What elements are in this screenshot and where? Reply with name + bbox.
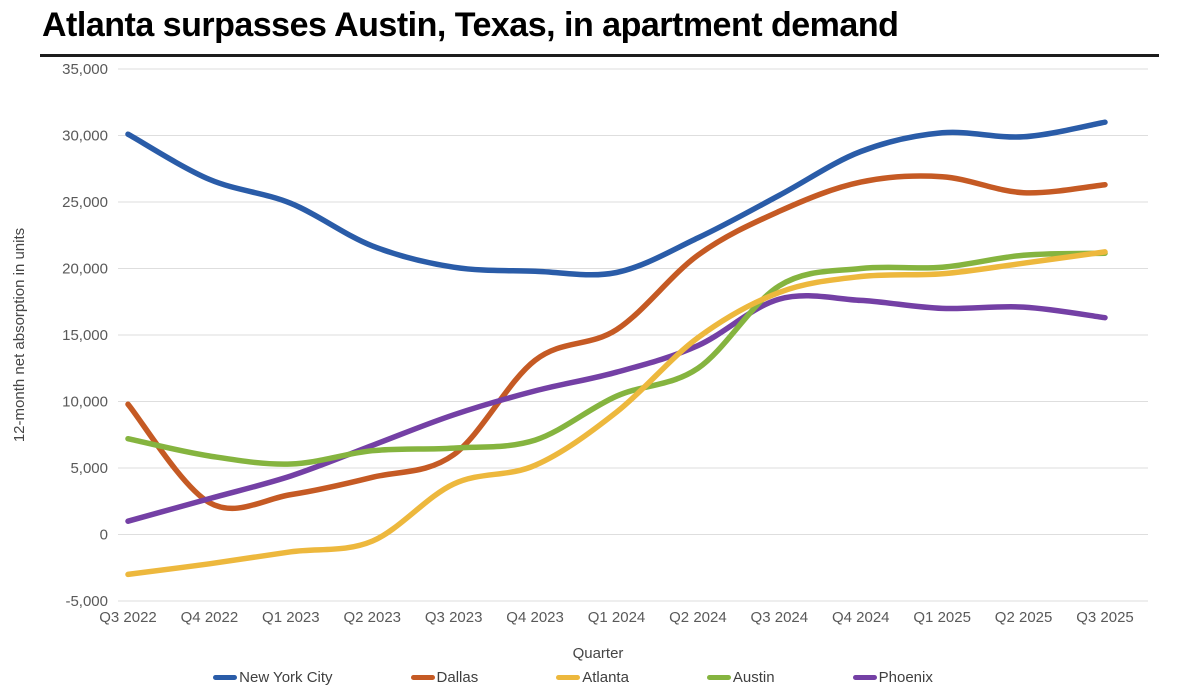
legend-swatch	[213, 675, 238, 680]
legend-item-phoenix: Phoenix	[852, 669, 933, 686]
legend-item-austin: Austin	[706, 669, 775, 686]
x-tick-label: Q2 2023	[343, 609, 401, 626]
x-tick-label: Q1 2024	[588, 609, 646, 626]
x-tick-label: Q4 2022	[181, 609, 239, 626]
y-tick-label: 5,000	[70, 460, 108, 477]
title-underline	[40, 54, 1159, 57]
y-tick-label: 25,000	[62, 194, 108, 211]
legend-label: Phoenix	[878, 669, 933, 686]
y-tick-label: 30,000	[62, 128, 108, 145]
legend-label: Austin	[732, 669, 775, 686]
x-tick-label: Q3 2023	[425, 609, 483, 626]
y-tick-label: 20,000	[62, 261, 108, 278]
x-tick-label: Q2 2025	[995, 609, 1053, 626]
y-tick-label: -5,000	[65, 593, 108, 610]
series-line-austin	[125, 250, 1108, 467]
legend-swatch	[556, 675, 581, 680]
legend-swatch	[706, 675, 731, 680]
x-tick-label: Q4 2023	[506, 609, 564, 626]
series-line-phoenix	[125, 293, 1108, 524]
y-tick-label: 15,000	[62, 327, 108, 344]
x-tick-label: Q2 2024	[669, 609, 727, 626]
x-tick-label: Q3 2025	[1076, 609, 1134, 626]
x-tick-label: Q4 2024	[832, 609, 890, 626]
legend-item-dallas: Dallas	[410, 669, 479, 686]
series-line-new-york-city	[125, 119, 1108, 278]
legend-label: Dallas	[436, 669, 479, 686]
x-tick-label: Q1 2023	[262, 609, 320, 626]
x-axis-title: Quarter	[572, 645, 624, 662]
legend-item-atlanta: Atlanta	[556, 669, 629, 686]
legend-swatch	[852, 675, 877, 680]
y-axis-title: 12-month net absorption in units	[11, 227, 28, 443]
y-tick-label: 0	[100, 527, 108, 544]
x-tick-label: Q1 2025	[913, 609, 971, 626]
y-tick-label: 10,000	[62, 394, 108, 411]
chart-title: Atlanta surpasses Austin, Texas, in apar…	[42, 6, 899, 44]
chart-legend: New York City Dallas Atlanta Austin Phoenix	[0, 669, 1146, 686]
y-tick-label: 35,000	[62, 61, 108, 78]
legend-label: Atlanta	[582, 669, 629, 686]
legend-item-new-york-city: New York City	[213, 669, 333, 686]
x-tick-label: Q3 2024	[751, 609, 809, 626]
legend-swatch	[410, 675, 435, 680]
x-tick-label: Q3 2022	[99, 609, 157, 626]
series-line-dallas	[125, 173, 1108, 512]
legend-label: New York City	[239, 669, 333, 686]
series-line-atlanta	[125, 249, 1108, 578]
